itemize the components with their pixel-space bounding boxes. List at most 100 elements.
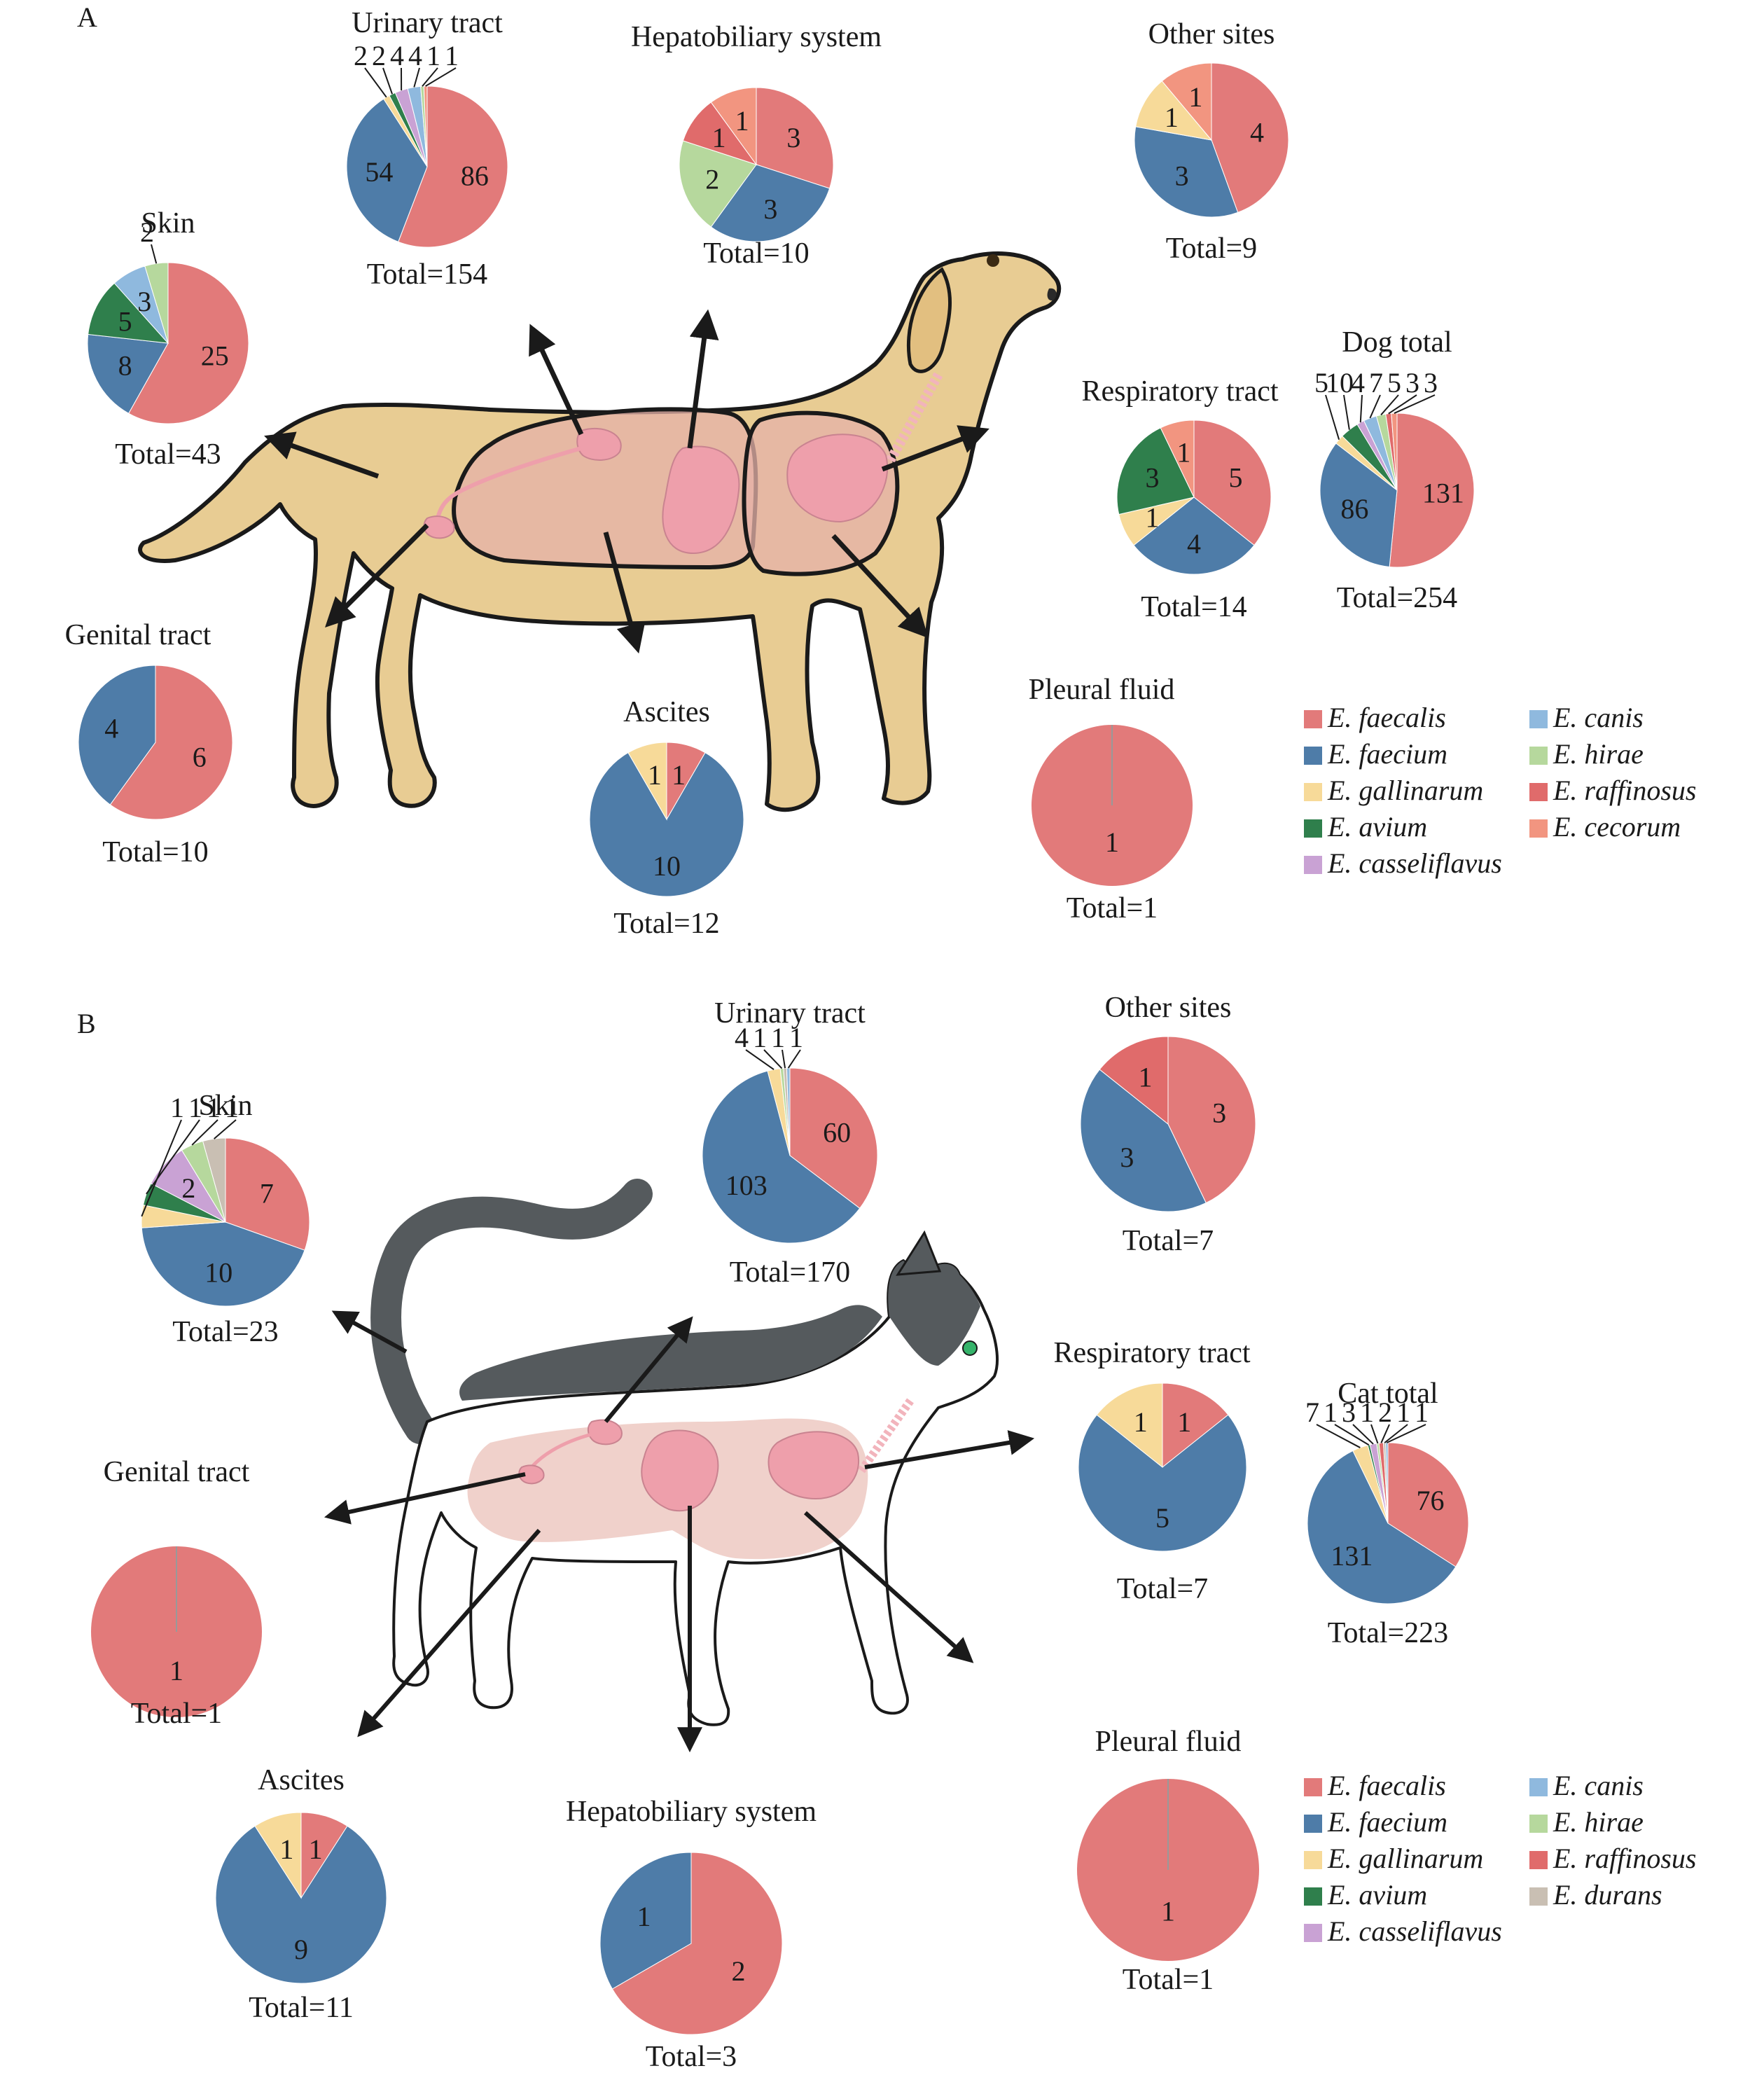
pie-b-cat-total-leader-line [1384, 1424, 1408, 1443]
legend-label-e-hirae: E. hirae [1553, 738, 1644, 770]
pie-b-other-sites-slice-e-faecalis [1167, 1036, 1256, 1204]
pie-b-respiratory-tract-value-label: 1 [1134, 1406, 1148, 1438]
pie-a-urinary-tract-slice-e-cecorum [423, 85, 428, 167]
pie-a-urinary-tract-leader-line [413, 67, 420, 88]
pie-b-skin-value-label: 1 [207, 1092, 221, 1123]
pie-a-ascites-value-label: 1 [672, 759, 686, 791]
arrow-dog-urinary [529, 324, 584, 436]
legends: E. faecalis E. faecium E. gallinarum E. avi… [1304, 702, 1696, 1947]
pie-b-urinary-tract-leader-line [763, 1049, 783, 1069]
pie-a-dog-total-leader-line [1359, 394, 1363, 423]
pie-b-cat-total-leader-line [1370, 1424, 1379, 1444]
legend-label-e-canis: E. canis [1553, 1770, 1644, 1801]
pie-a-urinary-tract-value-label: 54 [365, 156, 393, 188]
pie-b-other-sites-title: Other sites [1105, 992, 1232, 1024]
legend-label-e-cecorum: E. cecorum [1553, 811, 1681, 843]
pie-a-skin-value-label: 8 [118, 350, 132, 382]
legend-label-e-canis: E. canis [1553, 702, 1644, 733]
pie-a-skin-slice-e-avium [88, 282, 169, 344]
arrow-dog-respiratory [881, 425, 989, 472]
cat-back-patch [459, 1305, 882, 1401]
pie-b-cat-total-leader-line [1352, 1424, 1374, 1445]
pie-a-other-sites-value-label: 1 [1165, 102, 1179, 133]
pie-b-cat-total-value-label: 7 [1305, 1396, 1319, 1428]
pie-b-pleural-fluid-title: Pleural fluid [1095, 1726, 1242, 1758]
pie-b-urinary-tract-leader-line [745, 1049, 775, 1070]
pie-b-cat-total-value-label: 3 [1342, 1396, 1356, 1428]
legend-a: E. faecalis E. faecium E. gallinarum E. avi… [1304, 702, 1696, 879]
pie-a-skin-total: Total=43 [115, 438, 221, 471]
arrow-dog-pleural [831, 534, 929, 639]
pie-a-respiratory-tract-slice-e-faecalis [1193, 420, 1272, 546]
pie-a-dog-total-value-label: 3 [1424, 367, 1438, 398]
pie-a-dog-total-value-label: 10 [1326, 367, 1354, 398]
pie-a-respiratory-tract-value-label: 1 [1176, 437, 1190, 469]
legend-swatch-e-avium [1304, 819, 1322, 838]
pie-a-urinary-tract-value-label: 2 [354, 40, 368, 71]
pie-b-skin-value-label: 10 [204, 1256, 232, 1288]
pie-a-skin-slice-e-faecium [87, 333, 169, 414]
legend-b: E. faecalis E. faecium E. gallinarum E. avi… [1304, 1770, 1696, 1947]
pie-a-ascites-slice-e-faecium [589, 752, 744, 897]
dog-ear [906, 267, 952, 373]
pie-b-other-sites-slice-e-raffinosus [1099, 1036, 1169, 1125]
pie-a-other-sites-value-label: 4 [1250, 117, 1264, 148]
pie-a-respiratory-tract-title: Respiratory tract [1081, 375, 1278, 408]
pie-b-skin-slice-e-durans [202, 1137, 226, 1223]
legend-swatch-e-hirae [1529, 747, 1548, 765]
legend-label-e-faecium: E. faecium [1327, 738, 1447, 770]
legend-label-e-casseliflavus: E. casseliflavus [1327, 1915, 1502, 1947]
pie-a-dog-total-title: Dog total [1342, 326, 1452, 359]
pie-a-dog-total-value-label: 4 [1351, 367, 1365, 398]
pie-b-urinary-tract-value-label: 1 [789, 1022, 803, 1053]
pie-b-genital-tract-total: Total=1 [131, 1698, 222, 1730]
pie-b-cat-total-value-label: 131 [1331, 1540, 1373, 1572]
pie-b-urinary-tract-value-label: 1 [753, 1022, 767, 1053]
pie-a-respiratory-tract-slice-e-cecorum [1160, 420, 1195, 498]
pie-b-skin-slice-e-faecium [141, 1221, 305, 1307]
pie-a-hepatobiliary-system-slice-e-faecalis [756, 87, 834, 189]
pie-b-urinary-tract-slice-e-faecalis [789, 1067, 878, 1209]
pie-b-cat-total-value-label: 1 [1360, 1396, 1374, 1428]
pie-b-respiratory-tract-total: Total=7 [1117, 1573, 1208, 1605]
pie-b-skin-leader-line [141, 1119, 182, 1217]
pie-a-dog-total-value-label: 7 [1369, 367, 1383, 398]
arrow-cat-skin [331, 1310, 408, 1354]
legend-swatch-e-raffinosus [1529, 783, 1548, 801]
pie-a-urinary-tract-value-label: 4 [408, 40, 422, 71]
pie-a-urinary-tract-leader-line [425, 67, 457, 87]
pie-a-other-sites-slice-e-cecorum [1161, 62, 1212, 141]
legend-swatch-e-casseliflavus [1304, 1924, 1322, 1942]
pie-a-hepatobiliary-system-value-label: 3 [786, 122, 800, 153]
pie-a-dog-total-leader-line [1380, 394, 1399, 416]
arrow-cat-urinary [604, 1316, 693, 1423]
pie-a-urinary-tract-value-label: 1 [445, 40, 459, 71]
legend-swatch-e-avium [1304, 1887, 1322, 1906]
pie-a-dog-total-total: Total=254 [1337, 582, 1457, 614]
pie-b-hepatobiliary-system: 2 1 Hepatobiliary system Total=3 [566, 1796, 817, 2073]
pie-a-other-sites-slice-e-gallinarum [1135, 81, 1213, 141]
pie-b-urinary-tract-value-label: 103 [725, 1170, 768, 1201]
pie-b-pleural-fluid-total: Total=1 [1123, 1964, 1214, 1996]
pie-a-respiratory-tract-total: Total=14 [1141, 591, 1246, 623]
arrow-dog-hepatobiliary [687, 309, 719, 449]
pie-b-skin-value-label: 1 [170, 1092, 184, 1123]
pie-a-urinary-tract-value-label: 4 [390, 40, 404, 71]
pie-a-dog-total-leader-line [1369, 394, 1381, 419]
pie-b-urinary-tract-total: Total=170 [730, 1256, 850, 1289]
pie-a-hepatobiliary-system-total: Total=10 [703, 237, 809, 270]
pie-b-urinary-tract-value-label: 4 [735, 1022, 749, 1053]
legend-swatch-e-canis [1529, 710, 1548, 728]
dog-arrows [264, 309, 989, 654]
pie-a-pleural-fluid: 1 Pleural fluid Total=1 [1029, 674, 1193, 924]
pie-a-genital-tract-title: Genital tract [65, 619, 211, 651]
pie-a-dog-total-leader-line [1325, 394, 1340, 440]
legend-label-e-durans: E. durans [1553, 1879, 1662, 1911]
pie-b-skin-slice-e-faecalis [225, 1137, 310, 1251]
